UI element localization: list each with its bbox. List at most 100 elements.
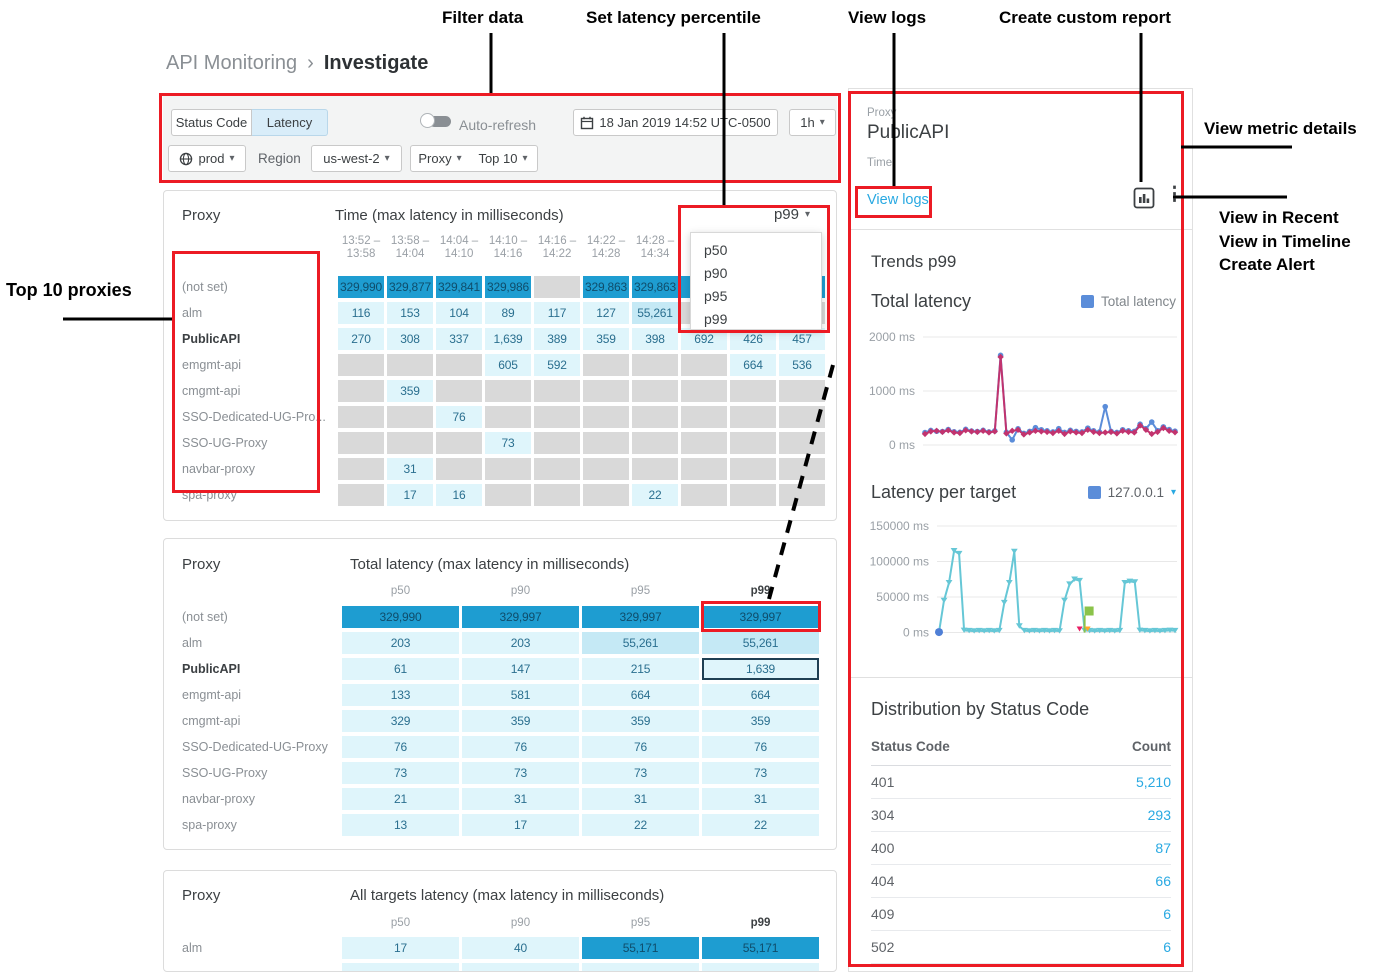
heatmap-cell[interactable] bbox=[583, 432, 629, 454]
heatmap-cell[interactable]: 581 bbox=[462, 684, 579, 706]
heatmap-cell[interactable]: 17 bbox=[387, 484, 433, 506]
heatmap-cell[interactable]: 31 bbox=[387, 458, 433, 480]
heatmap-cell[interactable]: 31 bbox=[582, 788, 699, 810]
view-logs-link[interactable]: View logs bbox=[867, 192, 929, 208]
heatmap-cell[interactable] bbox=[485, 380, 531, 402]
kebab-menu-icon[interactable]: ⋮ bbox=[1165, 184, 1184, 205]
heatmap-cell[interactable] bbox=[338, 380, 384, 402]
heatmap-cell[interactable] bbox=[702, 963, 819, 971]
region-select[interactable]: us-west-2 ▾ bbox=[311, 145, 402, 172]
heatmap-cell[interactable]: 13 bbox=[342, 814, 459, 836]
heatmap-cell[interactable] bbox=[681, 354, 727, 376]
heatmap-cell[interactable] bbox=[632, 406, 678, 428]
percentile-option[interactable]: p99 bbox=[704, 311, 728, 327]
heatmap-cell[interactable]: 147 bbox=[462, 658, 579, 680]
heatmap-cell[interactable] bbox=[485, 406, 531, 428]
heatmap-cell[interactable]: 203 bbox=[342, 632, 459, 654]
heatmap-cell[interactable]: 426 bbox=[730, 328, 776, 350]
heatmap-cell[interactable] bbox=[582, 963, 699, 971]
heatmap-cell[interactable]: 398 bbox=[632, 328, 678, 350]
heatmap-cell[interactable]: 73 bbox=[342, 762, 459, 784]
heatmap-cell[interactable] bbox=[436, 354, 482, 376]
heatmap-cell[interactable]: 692 bbox=[681, 328, 727, 350]
heatmap-cell[interactable]: 329,990 bbox=[342, 606, 459, 628]
heatmap-cell[interactable]: 76 bbox=[462, 736, 579, 758]
heatmap-cell[interactable]: 55,171 bbox=[702, 937, 819, 959]
top-filter-select[interactable]: Top 10 ▾ bbox=[469, 145, 538, 172]
heatmap-cell[interactable]: 22 bbox=[632, 484, 678, 506]
heatmap-cell[interactable] bbox=[730, 458, 776, 480]
heatmap-cell[interactable] bbox=[779, 484, 825, 506]
heatmap-cell[interactable]: 73 bbox=[462, 762, 579, 784]
time-range-select[interactable]: 1h ▾ bbox=[789, 109, 836, 136]
heatmap-cell[interactable]: 329,877 bbox=[387, 276, 433, 298]
heatmap-cell[interactable]: 359 bbox=[387, 380, 433, 402]
heatmap-cell[interactable] bbox=[632, 354, 678, 376]
heatmap-cell[interactable] bbox=[338, 432, 384, 454]
heatmap-cell[interactable]: 536 bbox=[779, 354, 825, 376]
heatmap-cell[interactable]: 359 bbox=[582, 710, 699, 732]
heatmap-cell[interactable]: 359 bbox=[702, 710, 819, 732]
heatmap-cell[interactable] bbox=[779, 380, 825, 402]
heatmap-cell[interactable] bbox=[583, 354, 629, 376]
heatmap-cell[interactable]: 605 bbox=[485, 354, 531, 376]
percentile-select[interactable]: p99 ▾ bbox=[773, 206, 810, 223]
heatmap-cell[interactable] bbox=[387, 432, 433, 454]
heatmap-cell[interactable]: 76 bbox=[436, 406, 482, 428]
heatmap-cell[interactable]: 592 bbox=[534, 354, 580, 376]
heatmap-cell[interactable]: 329,997 bbox=[462, 606, 579, 628]
heatmap-cell[interactable] bbox=[632, 432, 678, 454]
heatmap-cell[interactable]: 329,990 bbox=[338, 276, 384, 298]
heatmap-cell[interactable] bbox=[681, 406, 727, 428]
heatmap-cell[interactable] bbox=[730, 380, 776, 402]
heatmap-cell[interactable] bbox=[779, 458, 825, 480]
heatmap-cell[interactable]: 17 bbox=[342, 937, 459, 959]
heatmap-cell[interactable]: 127 bbox=[583, 302, 629, 324]
heatmap-cell[interactable] bbox=[779, 406, 825, 428]
heatmap-cell[interactable] bbox=[387, 406, 433, 428]
percentile-option[interactable]: p50 bbox=[704, 242, 728, 258]
heatmap-cell[interactable] bbox=[436, 432, 482, 454]
heatmap-cell[interactable] bbox=[338, 484, 384, 506]
datetime-picker[interactable]: 18 Jan 2019 14:52 UTC-0500 bbox=[573, 109, 778, 136]
heatmap-cell[interactable]: 76 bbox=[342, 736, 459, 758]
auto-refresh-toggle[interactable] bbox=[420, 113, 451, 129]
heatmap-cell[interactable]: 329,841 bbox=[436, 276, 482, 298]
heatmap-cell[interactable]: 389 bbox=[534, 328, 580, 350]
heatmap-cell[interactable]: 1,639 bbox=[485, 328, 531, 350]
heatmap-cell[interactable]: 73 bbox=[485, 432, 531, 454]
heatmap-cell[interactable]: 664 bbox=[702, 684, 819, 706]
percentile-option[interactable]: p95 bbox=[704, 288, 728, 304]
heatmap-cell[interactable]: 61 bbox=[342, 658, 459, 680]
heatmap-cell[interactable]: 31 bbox=[702, 788, 819, 810]
heatmap-cell[interactable]: 457 bbox=[779, 328, 825, 350]
heatmap-cell[interactable] bbox=[338, 458, 384, 480]
heatmap-cell[interactable]: 55,171 bbox=[582, 937, 699, 959]
heatmap-cell[interactable]: 76 bbox=[582, 736, 699, 758]
status-count-link[interactable]: 66 bbox=[1155, 873, 1171, 889]
heatmap-cell[interactable] bbox=[534, 380, 580, 402]
status-count-link[interactable]: 5,210 bbox=[1135, 774, 1171, 790]
heatmap-cell[interactable] bbox=[681, 484, 727, 506]
bar-chart-icon[interactable] bbox=[1133, 187, 1155, 209]
heatmap-cell[interactable]: 329,997 bbox=[582, 606, 699, 628]
heatmap-cell[interactable]: 664 bbox=[582, 684, 699, 706]
heatmap-cell[interactable] bbox=[462, 963, 579, 971]
heatmap-cell[interactable]: 117 bbox=[534, 302, 580, 324]
heatmap-cell[interactable] bbox=[632, 458, 678, 480]
heatmap-cell[interactable] bbox=[583, 406, 629, 428]
heatmap-cell[interactable]: 153 bbox=[387, 302, 433, 324]
heatmap-cell[interactable]: 203 bbox=[462, 632, 579, 654]
heatmap-cell[interactable] bbox=[338, 354, 384, 376]
heatmap-cell[interactable] bbox=[485, 458, 531, 480]
heatmap-cell[interactable]: 31 bbox=[462, 788, 579, 810]
heatmap-cell[interactable]: 22 bbox=[582, 814, 699, 836]
heatmap-cell[interactable]: 329,863 bbox=[632, 276, 678, 298]
heatmap-cell[interactable] bbox=[485, 484, 531, 506]
heatmap-cell[interactable]: 116 bbox=[338, 302, 384, 324]
heatmap-cell[interactable] bbox=[436, 380, 482, 402]
heatmap-cell[interactable] bbox=[632, 380, 678, 402]
percentile-option[interactable]: p90 bbox=[704, 265, 728, 281]
heatmap-cell[interactable] bbox=[583, 458, 629, 480]
heatmap-cell[interactable] bbox=[730, 406, 776, 428]
